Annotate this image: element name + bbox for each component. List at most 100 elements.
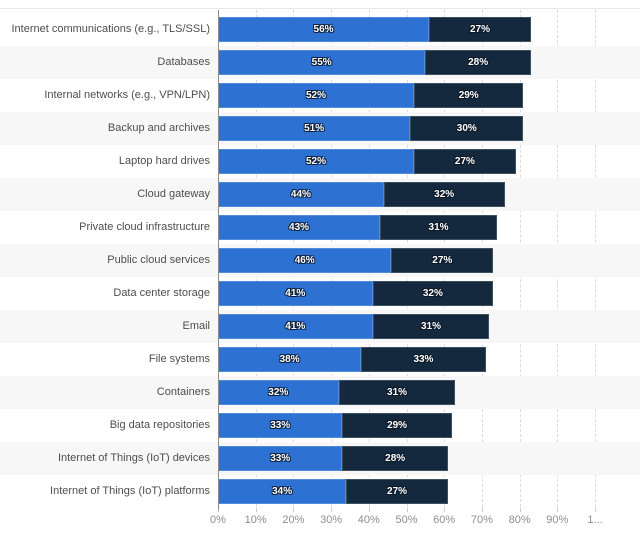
value-label: 43% — [289, 222, 310, 233]
value-label: 33% — [270, 420, 291, 431]
bar-segment-series-2[interactable]: 31% — [372, 314, 490, 339]
bar-segment-series-2[interactable]: 31% — [380, 215, 497, 240]
bar-track: 43% 31% — [218, 215, 497, 240]
bar-segment-series-1[interactable]: 43% — [218, 215, 381, 240]
bar-segment-series-1[interactable]: 52% — [218, 149, 415, 174]
category-label: Internet communications (e.g., TLS/SSL) — [11, 23, 211, 35]
value-label: 29% — [458, 90, 479, 101]
value-label: 27% — [387, 486, 408, 497]
value-label: 33% — [270, 453, 291, 464]
chart-row: Email 41% 31% — [0, 310, 640, 343]
x-axis-tick — [331, 508, 333, 512]
bar-segment-series-1[interactable]: 44% — [218, 182, 384, 207]
category-label: Containers — [156, 386, 210, 398]
bar-segment-series-2[interactable]: 32% — [372, 281, 494, 306]
bar-segment-series-2[interactable]: 27% — [346, 479, 448, 504]
bar-track: 51% 30% — [218, 116, 524, 141]
bar-track: 38% 33% — [218, 347, 486, 372]
bar-segment-series-2[interactable]: 33% — [361, 347, 486, 372]
value-label: 27% — [432, 255, 453, 266]
chart-row: Containers 32% 31% — [0, 376, 640, 409]
bar-segment-series-2[interactable]: 27% — [429, 17, 531, 42]
category-label: Internet of Things (IoT) platforms — [50, 485, 210, 497]
bar-track: 41% 32% — [218, 281, 494, 306]
value-label: 32% — [422, 288, 443, 299]
bar-segment-series-1[interactable]: 38% — [218, 347, 362, 372]
value-label: 38% — [279, 354, 300, 365]
x-axis-tick — [519, 508, 521, 512]
bar-track: 44% 32% — [218, 182, 505, 207]
x-axis-tick-label: 60% — [433, 514, 456, 526]
bar-track: 52% 29% — [218, 83, 524, 108]
x-axis-tick — [406, 508, 408, 512]
bar-track: 32% 31% — [218, 380, 456, 405]
value-label: 56% — [313, 24, 334, 35]
bar-segment-series-2[interactable]: 28% — [342, 446, 448, 471]
bar-segment-series-1[interactable]: 33% — [218, 413, 343, 438]
bar-segment-series-1[interactable]: 34% — [218, 479, 347, 504]
bar-segment-series-2[interactable]: 31% — [338, 380, 456, 405]
x-axis-tick-label: 90% — [546, 514, 569, 526]
bar-segment-series-2[interactable]: 30% — [410, 116, 524, 141]
chart-row: Laptop hard drives 52% 27% — [0, 145, 640, 178]
bar-segment-series-1[interactable]: 55% — [218, 50, 426, 75]
x-axis-tick — [444, 508, 446, 512]
value-label: 27% — [469, 24, 490, 35]
x-axis-tick — [293, 508, 295, 512]
bar-segment-series-1[interactable]: 32% — [218, 380, 339, 405]
chart-row: File systems 38% 33% — [0, 343, 640, 376]
bar-segment-series-1[interactable]: 41% — [218, 314, 373, 339]
value-label: 41% — [285, 288, 306, 299]
value-label: 33% — [413, 354, 434, 365]
value-label: 52% — [306, 90, 327, 101]
bar-segment-series-1[interactable]: 52% — [218, 83, 415, 108]
bar-segment-series-2[interactable]: 29% — [414, 83, 524, 108]
category-label: Internet of Things (IoT) devices — [57, 452, 210, 464]
value-label: 28% — [385, 453, 406, 464]
chart-row: Internal networks (e.g., VPN/LPN) 52% 29% — [0, 79, 640, 112]
chart-row: Backup and archives 51% 30% — [0, 112, 640, 145]
bar-segment-series-1[interactable]: 51% — [218, 116, 411, 141]
bar-segment-series-2[interactable]: 28% — [425, 50, 531, 75]
x-axis-tick-label: 50% — [395, 514, 418, 526]
value-label: 28% — [468, 57, 489, 68]
x-axis-tick-label: 40% — [357, 514, 380, 526]
value-label: 55% — [311, 57, 332, 68]
x-axis-tick-label: 80% — [508, 514, 531, 526]
chart-rows: Internet communications (e.g., TLS/SSL) 5… — [0, 13, 640, 508]
value-label: 34% — [272, 486, 293, 497]
bar-segment-series-1[interactable]: 56% — [218, 17, 430, 42]
bar-segment-series-2[interactable]: 32% — [383, 182, 505, 207]
x-axis-tick-label: 30% — [320, 514, 343, 526]
x-axis-tick — [557, 508, 559, 512]
category-label: Big data repositories — [109, 419, 210, 431]
category-label: Public cloud services — [107, 254, 210, 266]
bar-segment-series-1[interactable]: 41% — [218, 281, 373, 306]
chart-row: Databases 55% 28% — [0, 46, 640, 79]
bar-segment-series-2[interactable]: 27% — [391, 248, 494, 273]
value-label: 51% — [304, 123, 325, 134]
category-label: Laptop hard drives — [118, 155, 210, 167]
chart-row: Public cloud services 46% 27% — [0, 244, 640, 277]
category-label: Backup and archives — [107, 122, 210, 134]
category-label: Cloud gateway — [137, 188, 210, 200]
bar-segment-series-1[interactable]: 33% — [218, 446, 343, 471]
bar-track: 41% 31% — [218, 314, 490, 339]
value-label: 31% — [420, 321, 441, 332]
x-axis-tick-label: 20% — [282, 514, 305, 526]
value-label: 31% — [428, 222, 449, 233]
x-axis-tick — [218, 508, 219, 512]
chart-row: Cloud gateway 44% 32% — [0, 178, 640, 211]
category-label: Databases — [157, 56, 210, 68]
value-label: 27% — [454, 156, 475, 167]
x-axis-tick-label: 1... — [587, 514, 603, 526]
bar-segment-series-1[interactable]: 46% — [218, 248, 392, 273]
bar-track: 55% 28% — [218, 50, 531, 75]
x-axis-tick — [595, 508, 596, 512]
x-axis-tick-label: 70% — [470, 514, 493, 526]
bar-segment-series-2[interactable]: 27% — [414, 149, 516, 174]
x-axis-tick-label: 0% — [210, 514, 226, 526]
x-axis-tick — [255, 508, 257, 512]
bar-segment-series-2[interactable]: 29% — [342, 413, 452, 438]
